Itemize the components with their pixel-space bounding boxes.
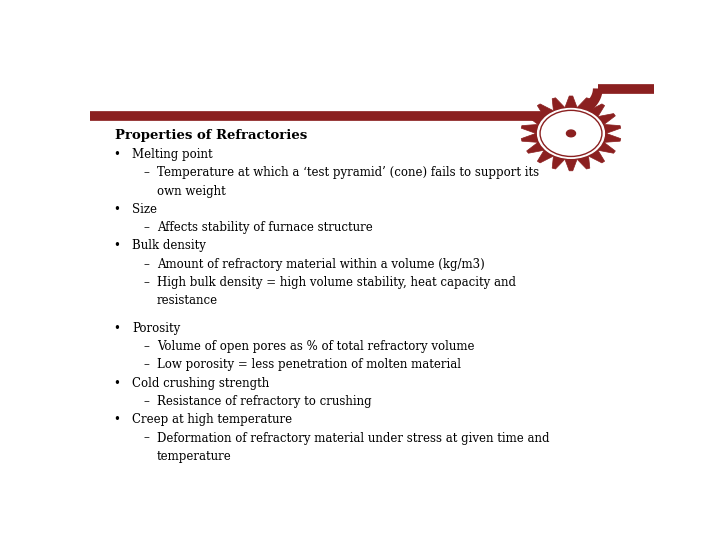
- Text: Properties of Refractories: Properties of Refractories: [115, 129, 307, 142]
- Text: Creep at high temperature: Creep at high temperature: [132, 413, 292, 426]
- Text: Bulk density: Bulk density: [132, 239, 206, 252]
- Text: Volume of open pores as % of total refractory volume: Volume of open pores as % of total refra…: [157, 340, 474, 353]
- Text: •: •: [114, 148, 120, 161]
- Text: Amount of refractory material within a volume (kg/m3): Amount of refractory material within a v…: [157, 258, 485, 271]
- Text: –: –: [143, 166, 149, 179]
- Text: •: •: [114, 413, 120, 426]
- Text: Melting point: Melting point: [132, 148, 212, 161]
- Text: own weight: own weight: [157, 185, 225, 198]
- Text: –: –: [143, 221, 149, 234]
- Text: Resistance of refractory to crushing: Resistance of refractory to crushing: [157, 395, 372, 408]
- Text: –: –: [143, 340, 149, 353]
- Text: •: •: [114, 203, 120, 216]
- Text: High bulk density = high volume stability, heat capacity and: High bulk density = high volume stabilit…: [157, 276, 516, 289]
- Text: –: –: [143, 258, 149, 271]
- Text: Size: Size: [132, 203, 157, 216]
- Circle shape: [567, 130, 575, 137]
- Text: Temperature at which a ‘test pyramid’ (cone) fails to support its: Temperature at which a ‘test pyramid’ (c…: [157, 166, 539, 179]
- Text: •: •: [114, 377, 120, 390]
- Text: Cold crushing strength: Cold crushing strength: [132, 377, 269, 390]
- Polygon shape: [521, 96, 621, 171]
- Text: Affects stability of furnace structure: Affects stability of furnace structure: [157, 221, 373, 234]
- Text: –: –: [143, 431, 149, 444]
- Text: Porosity: Porosity: [132, 322, 180, 335]
- Text: –: –: [143, 276, 149, 289]
- Text: Low porosity = less penetration of molten material: Low porosity = less penetration of molte…: [157, 359, 461, 372]
- Text: •: •: [114, 239, 120, 252]
- Text: –: –: [143, 359, 149, 372]
- Text: Deformation of refractory material under stress at given time and: Deformation of refractory material under…: [157, 431, 549, 444]
- Text: temperature: temperature: [157, 450, 232, 463]
- Text: •: •: [114, 322, 120, 335]
- Circle shape: [538, 109, 604, 158]
- Text: resistance: resistance: [157, 294, 218, 307]
- Text: –: –: [143, 395, 149, 408]
